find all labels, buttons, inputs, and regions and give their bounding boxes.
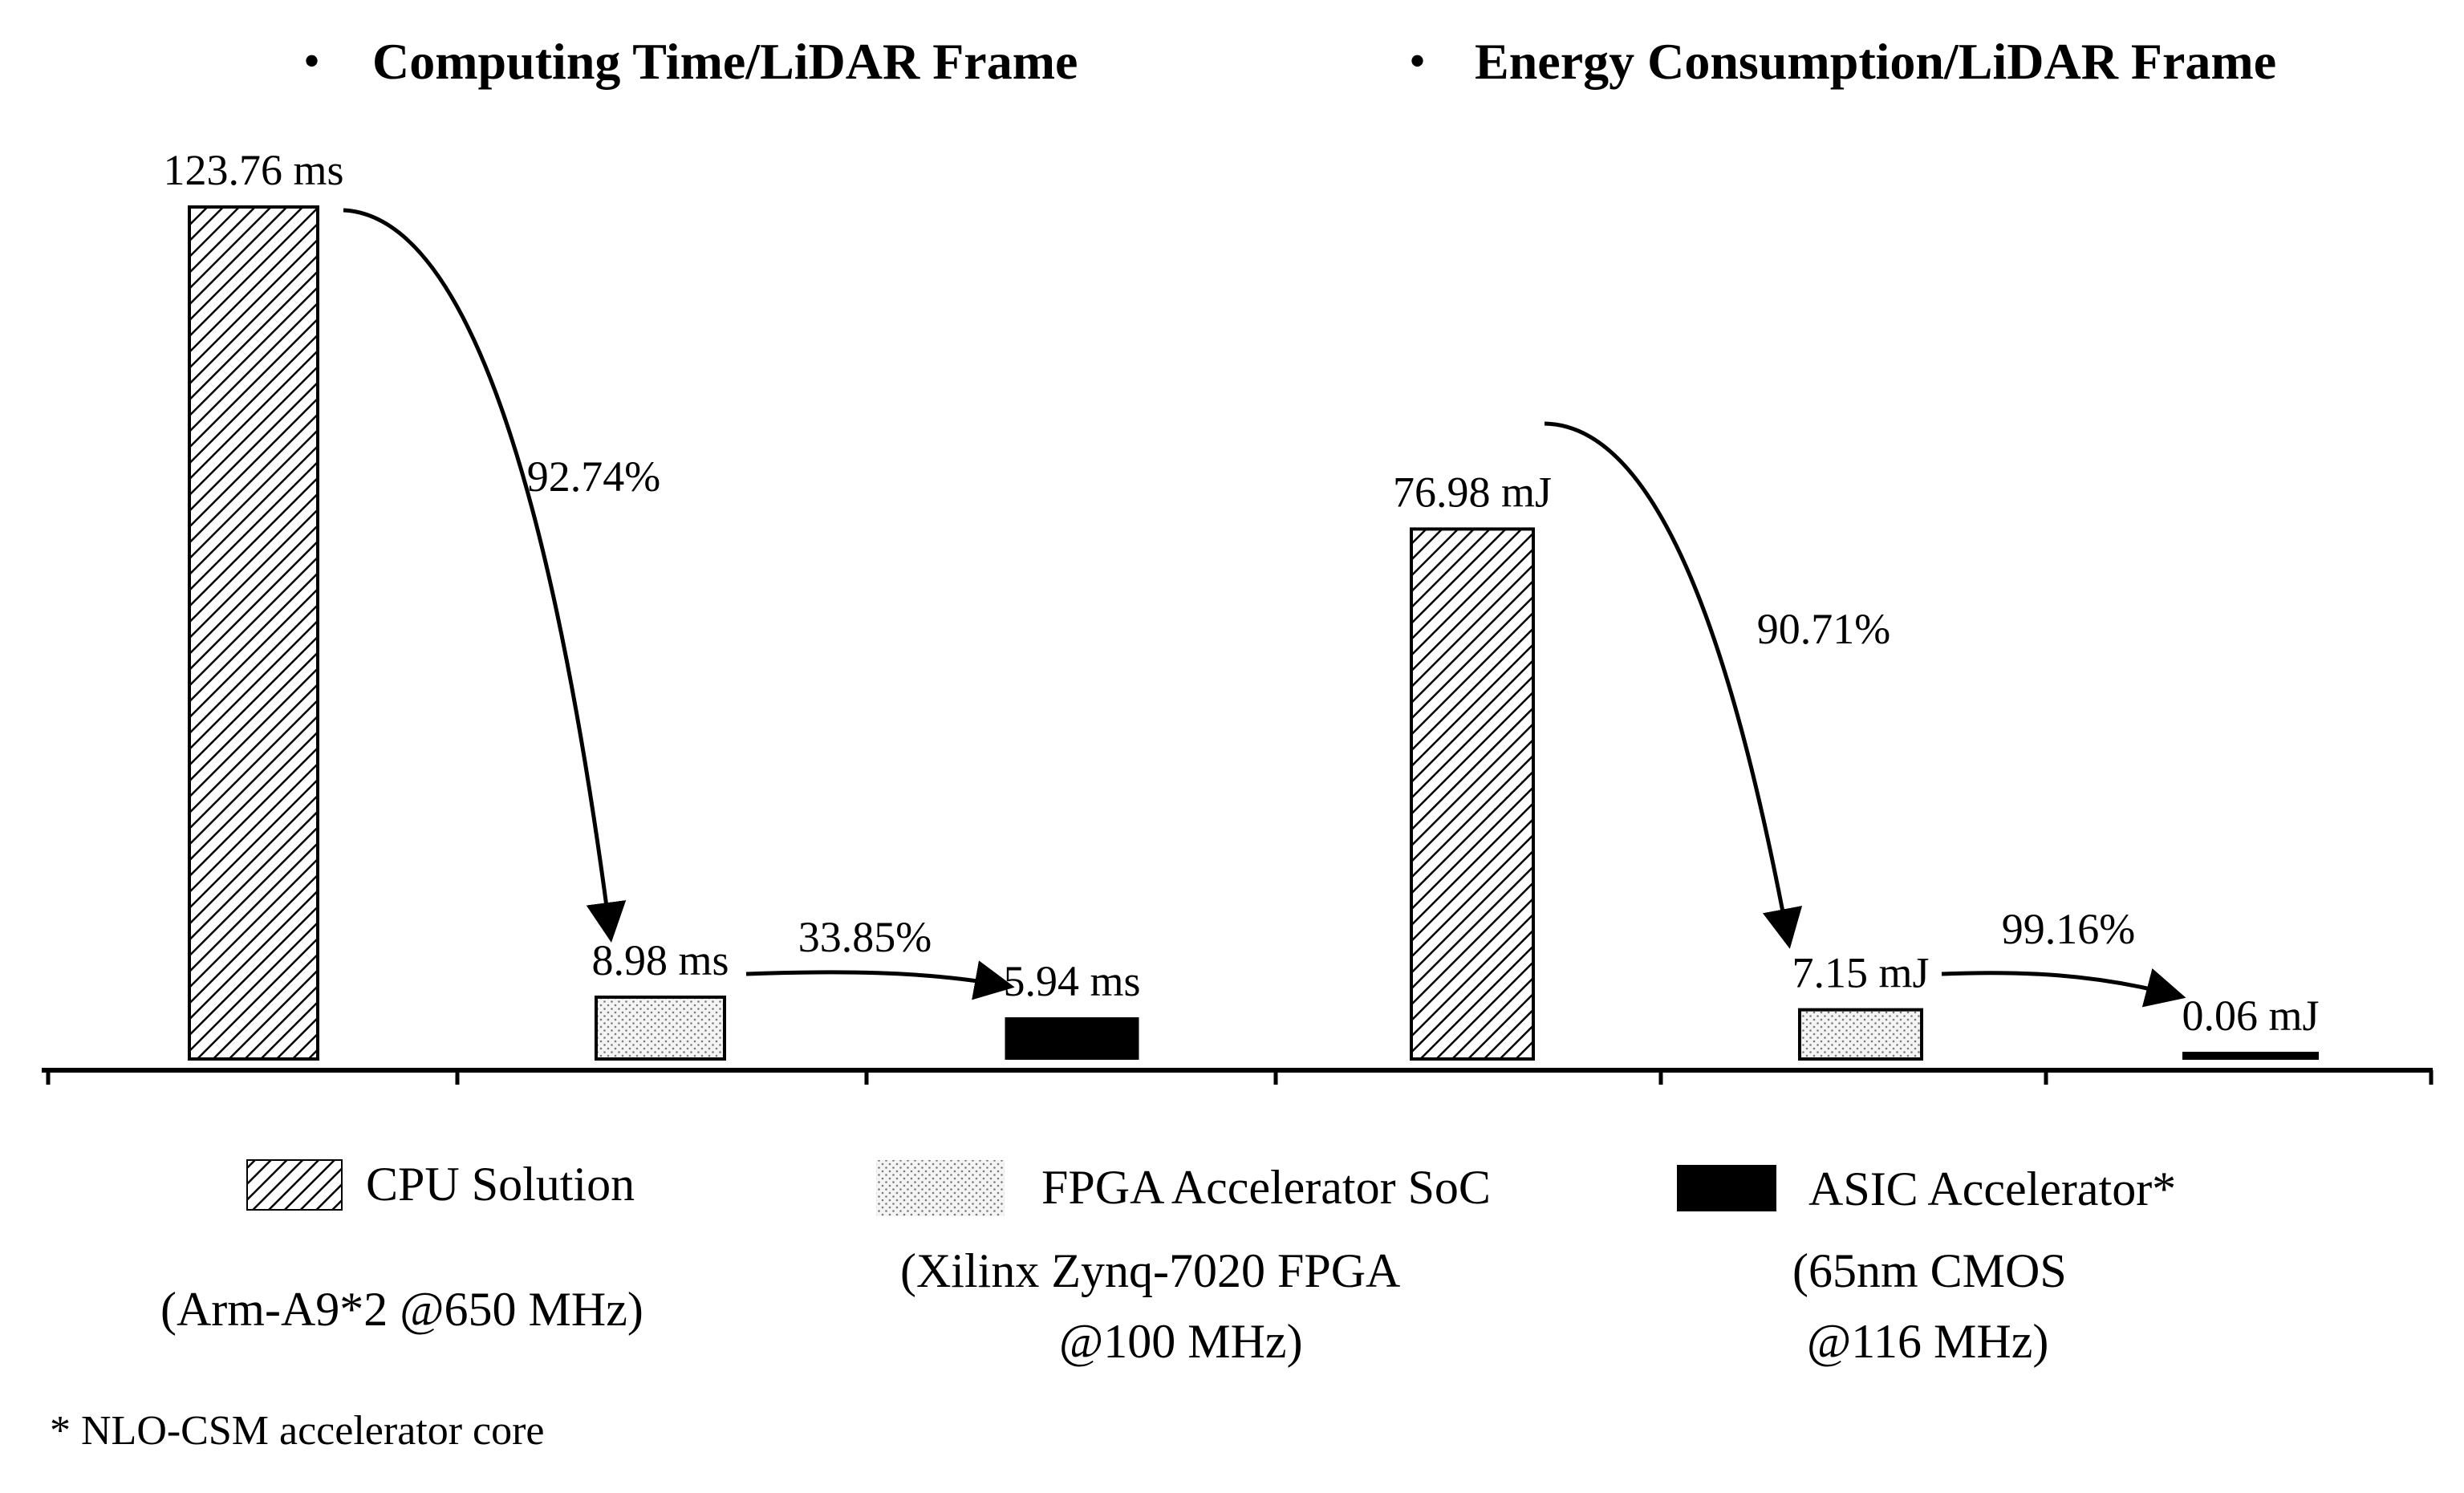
legend-swatch-fpga (876, 1160, 1005, 1216)
reduction-label-energy-1: 99.16% (2002, 905, 2135, 953)
legend-desc-cpu: (Arm-A9*2 @650 MHz) (160, 1283, 643, 1336)
bar-time-cpu (188, 205, 319, 1061)
footnote: * NLO-CSM accelerator core (50, 1408, 545, 1454)
legend-item-asic: ASIC Accelerator* (65nm CMOS @116 MHz) (1677, 1162, 2176, 1368)
legend-item-cpu: CPU Solution (Arm-A9*2 @650 MHz) (160, 1158, 643, 1336)
chart-marks: 123.76 ms 8.98 ms 5.94 ms 76.98 mJ 7.15 mJ 0.… (163, 146, 2320, 1061)
title-computing-time: Computing Time/LiDAR Frame (372, 33, 1078, 90)
legend-label-fpga: FPGA Accelerator SoC (1041, 1161, 1491, 1214)
data-label-energy-asic: 0.06 mJ (2182, 992, 2319, 1040)
bar-time-fpga (595, 995, 726, 1061)
legend-desc-fpga-line2: @100 MHz) (1059, 1315, 1303, 1368)
bar-energy-fpga (1798, 1008, 1923, 1061)
reduction-arrow-time-1 (745, 960, 1015, 1000)
title-bullet-left: • (303, 34, 320, 87)
legend-swatch-cpu (246, 1159, 343, 1211)
reduction-label-energy-0: 90.71% (1757, 605, 1890, 653)
reduction-arrow-energy-1 (1941, 968, 2186, 1008)
panel-title-right: • Energy Consumption/LiDAR Frame (1409, 33, 2276, 90)
legend-desc-asic-line2: @116 MHz) (1807, 1315, 2048, 1368)
data-label-energy-fpga: 7.15 mJ (1792, 949, 1929, 997)
legend: CPU Solution (Arm-A9*2 @650 MHz) FPGA Ac… (160, 1158, 2176, 1368)
legend-desc-asic-line1: (65nm CMOS (1792, 1244, 2067, 1297)
reduction-label-time-0: 92.74% (527, 452, 660, 501)
title-energy-consumption: Energy Consumption/LiDAR Frame (1475, 33, 2276, 90)
reduction-arrow-time-0 (343, 208, 627, 943)
legend-item-fpga: FPGA Accelerator SoC (Xilinx Zynq-7020 F… (876, 1160, 1491, 1368)
legend-label-cpu: CPU Solution (366, 1158, 635, 1211)
title-bullet-right: • (1409, 34, 1426, 87)
x-axis-ticks (46, 1070, 2434, 1085)
reduction-label-time-1: 33.85% (798, 913, 932, 961)
panel-title-left: • Computing Time/LiDAR Frame (303, 33, 1078, 90)
data-label-time-fpga: 8.98 ms (591, 936, 729, 984)
data-label-time-cpu: 123.76 ms (163, 146, 343, 194)
bar-energy-cpu (1410, 527, 1535, 1061)
legend-swatch-asic (1677, 1165, 1776, 1211)
bar-energy-asic (2182, 1052, 2319, 1060)
legend-desc-fpga-line1: (Xilinx Zynq-7020 FPGA (900, 1244, 1400, 1297)
bar-time-asic (1005, 1017, 1139, 1060)
legend-label-asic: ASIC Accelerator* (1808, 1162, 2176, 1215)
reduction-arrow-energy-0 (1544, 421, 1803, 949)
data-label-time-asic: 5.94 ms (1003, 957, 1140, 1005)
data-label-energy-cpu: 76.98 mJ (1393, 468, 1552, 516)
